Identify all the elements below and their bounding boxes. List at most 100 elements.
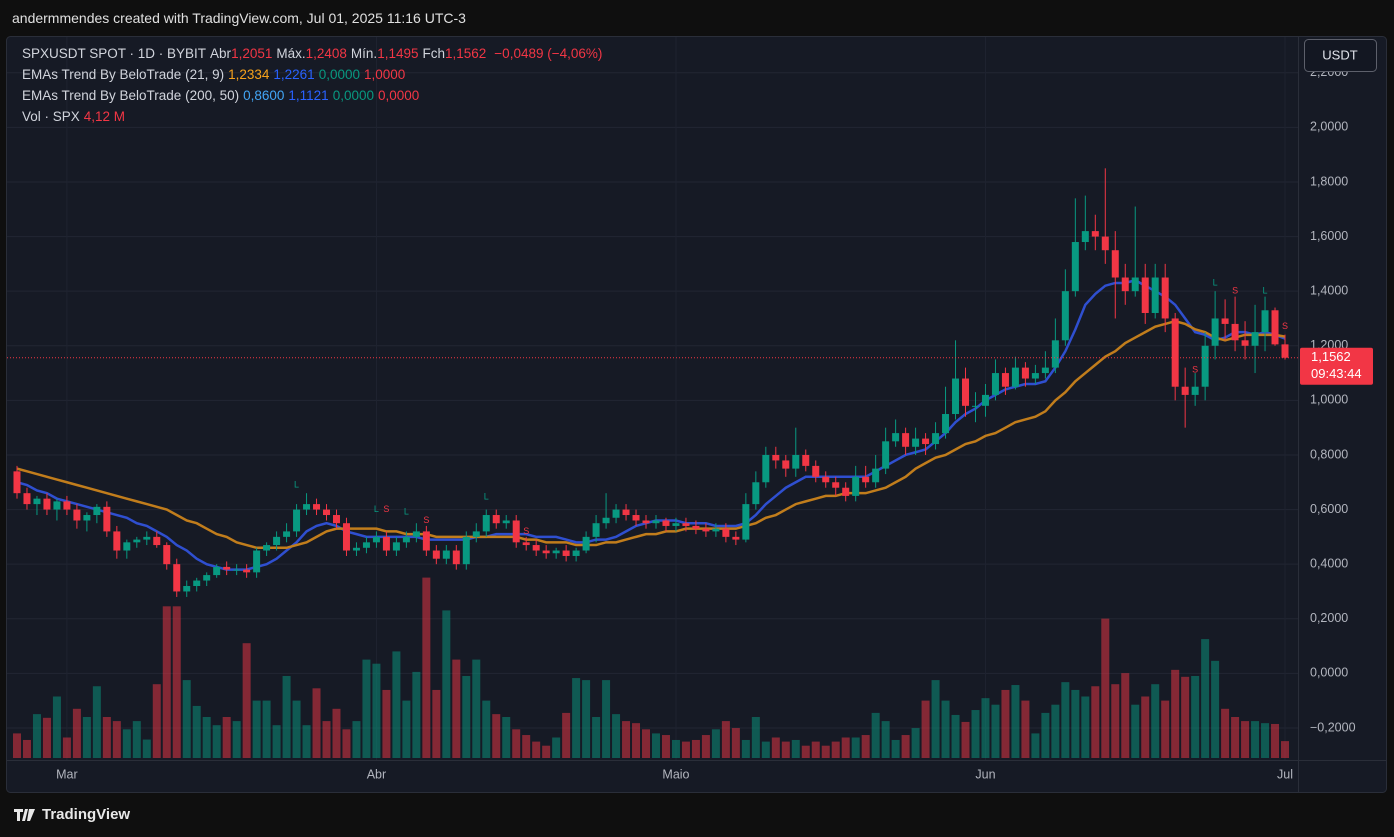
candle-body: [622, 509, 630, 516]
candle-body: [1281, 344, 1289, 358]
indicator-values: 0,8600 1,1121 0,0000 0,0000: [243, 88, 423, 103]
candle-body: [442, 550, 450, 559]
volume-bar: [1041, 712, 1050, 758]
volume-bar: [432, 689, 441, 758]
volume-bar: [312, 688, 321, 758]
volume-bar: [612, 714, 621, 758]
volume-bar: [412, 671, 421, 758]
volume-bar: [82, 717, 91, 758]
candle-body: [1021, 367, 1029, 379]
candle-body: [522, 542, 530, 546]
volume-bar: [911, 728, 920, 758]
candle-body: [243, 569, 251, 573]
indicator-name: EMAs Trend By BeloTrade (200, 50): [22, 88, 240, 103]
volume-bar: [332, 708, 341, 758]
signal-label: L: [404, 507, 409, 517]
volume-bar: [302, 725, 311, 758]
candle-body: [762, 454, 770, 483]
volume-bar: [462, 676, 471, 758]
y-tick-label: 0,2000: [1310, 611, 1348, 625]
candle-body: [682, 523, 690, 526]
candle-body: [971, 405, 979, 407]
volume-bar: [532, 741, 541, 758]
volume-bar: [92, 686, 101, 758]
volume-bar: [751, 717, 760, 758]
candle-body: [303, 504, 311, 510]
volume-bar: [422, 577, 431, 758]
volume-bar: [831, 741, 840, 758]
volume-bar: [352, 721, 361, 758]
candle-body: [532, 545, 540, 551]
candle-body: [332, 515, 340, 524]
change: −0,0489 (−4,06%): [494, 46, 603, 61]
volume-bar: [172, 606, 181, 758]
y-tick-label: 1,0000: [1310, 393, 1348, 407]
volume-bar: [1241, 721, 1250, 758]
candle-body: [203, 575, 211, 581]
volume-bar: [1251, 721, 1260, 758]
volume-bar: [442, 610, 451, 758]
candle-body: [362, 542, 370, 548]
volume-bar: [861, 735, 870, 758]
candle-body: [842, 487, 850, 496]
volume-bar: [622, 721, 631, 758]
candle-body: [952, 378, 960, 415]
signal-label: S: [1192, 365, 1198, 375]
y-tick-label: 1,8000: [1310, 174, 1348, 188]
price-tag: [1300, 347, 1373, 385]
candle-body: [342, 523, 350, 551]
volume-bar: [492, 714, 501, 758]
candle-body: [1061, 291, 1069, 341]
ohlc-label: Fch: [422, 46, 445, 61]
candle-body: [1121, 277, 1129, 292]
volume-bar: [1141, 696, 1150, 758]
ema-line: [16, 319, 1286, 550]
candle-body: [552, 550, 560, 554]
volume-bar: [222, 717, 231, 758]
volume-bar: [1011, 685, 1020, 758]
signal-label: S: [423, 515, 429, 525]
volume-bar: [771, 737, 780, 758]
currency-label: USDT: [1322, 47, 1357, 62]
volume-bar: [552, 737, 561, 758]
x-tick-label: Abr: [367, 767, 386, 781]
candle-body: [862, 476, 870, 483]
volume-bar: [881, 721, 890, 758]
candle-body: [43, 498, 51, 510]
candle-body: [962, 378, 970, 406]
volume-bar: [272, 725, 281, 758]
candle-body: [83, 515, 91, 521]
volume-bar: [32, 714, 41, 758]
volume-bar: [921, 700, 930, 758]
candle-body: [512, 520, 520, 543]
volume-bar: [262, 700, 271, 758]
candle-body: [1071, 242, 1079, 292]
volume-bar: [42, 717, 51, 758]
volume-bar: [991, 704, 1000, 758]
currency-button: [1304, 39, 1377, 72]
ohlc-value: 1,2051: [231, 46, 273, 61]
volume-bar: [182, 680, 191, 758]
volume-bar: [731, 728, 740, 758]
volume-bar: [781, 741, 790, 758]
candle-body: [652, 520, 660, 524]
volume-bar: [472, 659, 481, 758]
volume-bar: [232, 721, 241, 758]
signal-label: L: [1263, 286, 1268, 296]
candle-body: [722, 528, 730, 537]
volume-bar: [1071, 689, 1080, 758]
volume-bar: [242, 643, 251, 758]
credit: andermmendes created with TradingView.co…: [12, 10, 466, 26]
y-tick-label: 1,4000: [1310, 283, 1348, 297]
candle-body: [263, 545, 271, 551]
x-tick-label: Jun: [975, 767, 995, 781]
signal-label: L: [374, 504, 379, 514]
candle-body: [63, 501, 71, 510]
volume-name: Vol · SPX: [22, 109, 80, 124]
candle-body: [562, 550, 570, 556]
volume-bar: [112, 721, 121, 758]
candle-body: [133, 539, 141, 543]
volume-bar: [961, 721, 970, 758]
candle-body: [592, 523, 600, 537]
